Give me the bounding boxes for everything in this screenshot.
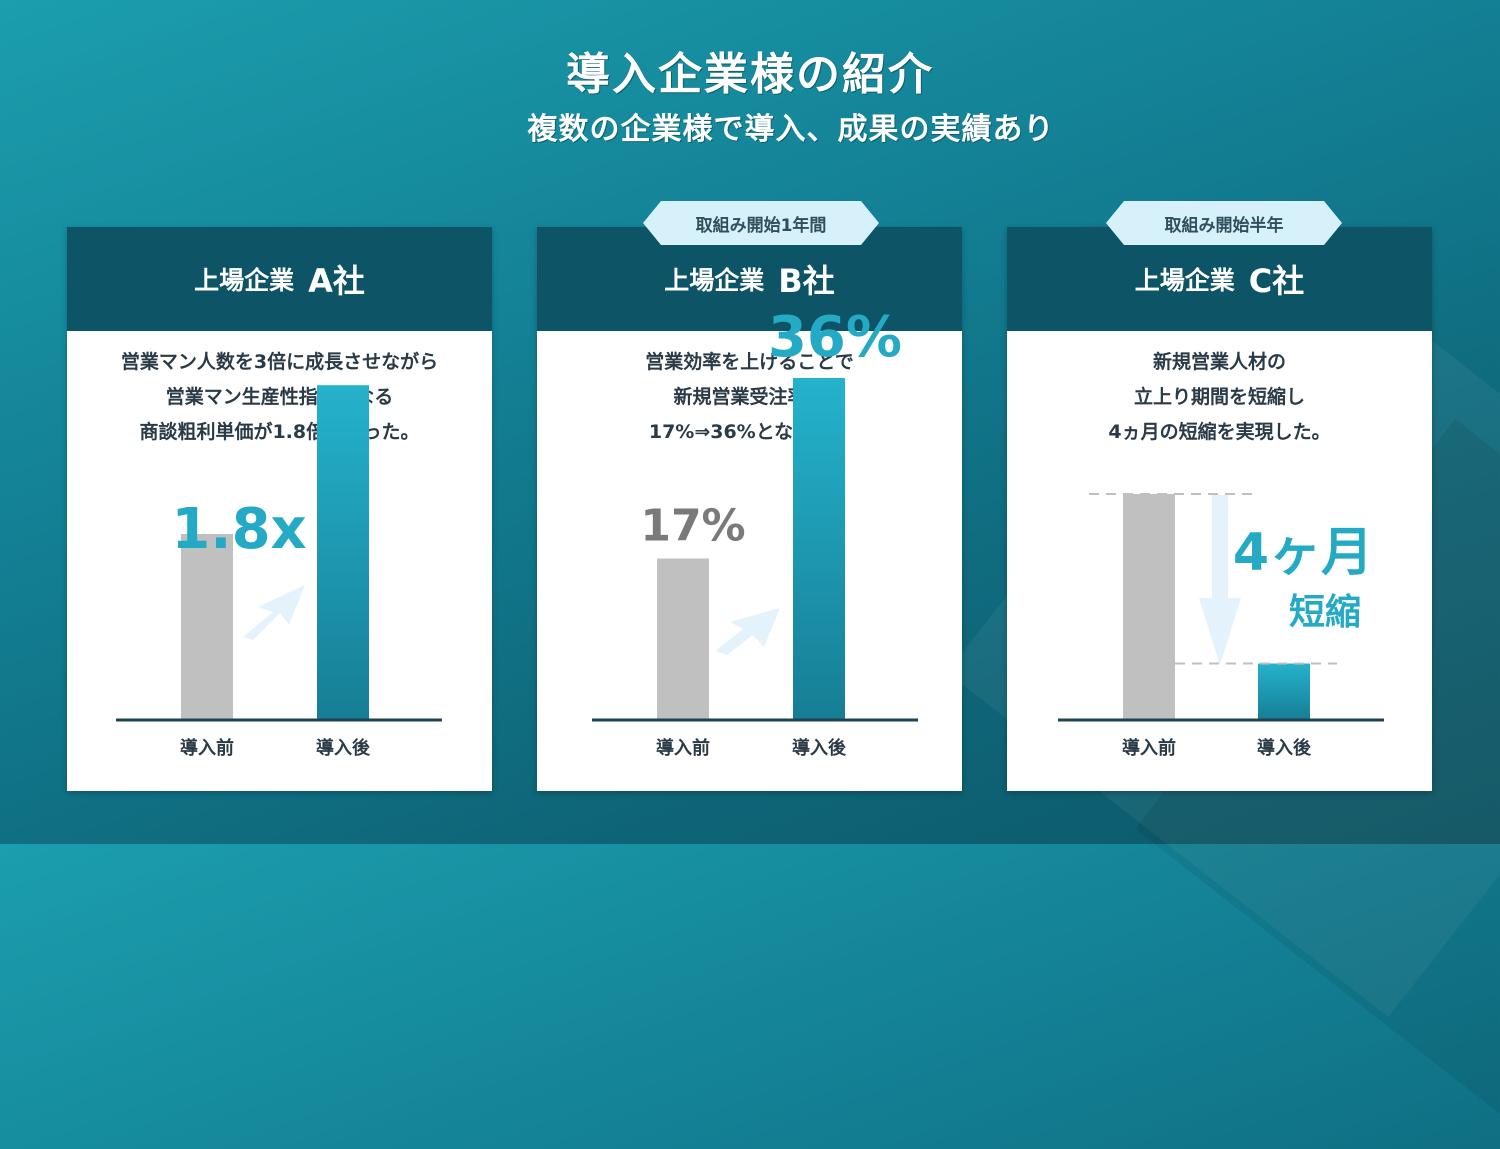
company-card-c: 上場企業 C社 新規営業人材の 立上り期間を短縮し 4ヵ月の短縮を実現した。 導… <box>1007 227 1432 791</box>
company-card-a: 上場企業 A社 営業マン人数を3倍に成長させながら 営業マン生産性指標となる 商… <box>67 227 492 791</box>
period-tag-b: 取組み開始1年間 <box>643 201 879 245</box>
company-name: C社 <box>1248 262 1305 300</box>
bar-before <box>181 534 233 720</box>
description-line: 営業効率を上げることで <box>645 351 854 373</box>
description-line: 新規営業受注率が <box>673 386 826 408</box>
company-type: 上場企業 <box>664 266 765 295</box>
category-label: 導入前 <box>1122 737 1176 759</box>
growth-arrow <box>243 585 305 640</box>
category-label: 導入後 <box>792 737 847 759</box>
before-value-label: 17% <box>640 501 745 552</box>
category-label: 導入前 <box>656 737 710 759</box>
down-arrow <box>1199 495 1241 665</box>
description-line: 新規営業人材の <box>1152 351 1286 373</box>
card-header: 上場企業 B社 <box>537 227 962 331</box>
card-header: 上場企業 A社 <box>67 227 492 331</box>
period-tag-c: 取組み開始半年 <box>1106 201 1342 245</box>
bar-before <box>1123 494 1175 720</box>
category-label: 導入後 <box>1257 737 1312 759</box>
bar-chart-a: 導入前 導入後 1.8x <box>116 385 442 759</box>
bar-after <box>1258 663 1310 720</box>
growth-arrow <box>715 608 780 655</box>
company-name: B社 <box>778 262 835 300</box>
description-line: 4ヵ月の短縮を実現した。 <box>1108 421 1331 443</box>
company-card-b: 上場企業 B社 営業効率を上げることで 新規営業受注率が 17%⇒36%となった… <box>537 227 962 791</box>
bar-chart-c: 導入前 導入後 4ヶ月 短縮 <box>1058 493 1384 759</box>
reduction-callout-sub: 短縮 <box>1289 592 1361 633</box>
bar-before <box>657 558 709 720</box>
category-label: 導入前 <box>180 737 234 759</box>
page-subtitle: 複数の企業様で導入、成果の実績あり <box>527 112 1055 147</box>
company-name: A社 <box>308 262 365 300</box>
bar-after <box>793 378 845 720</box>
company-type: 上場企業 <box>1134 266 1235 295</box>
after-value-label: 36% <box>768 305 902 370</box>
card-header: 上場企業 C社 <box>1007 227 1432 331</box>
company-type: 上場企業 <box>194 266 295 295</box>
bar-chart-b: 導入前 導入後 17% 36% <box>592 305 918 759</box>
reduction-callout: 4ヶ月 <box>1233 523 1373 583</box>
multiplier-callout: 1.8x <box>171 497 306 562</box>
description-line: 立上り期間を短縮し <box>1133 386 1305 408</box>
category-label: 導入後 <box>316 737 371 759</box>
card-description: 営業効率を上げることで 新規営業受注率が 17%⇒36%となった。 <box>537 345 962 450</box>
description-line: 営業マン人数を3倍に成長させながら <box>120 351 439 373</box>
bar-after <box>317 385 369 720</box>
card-description: 新規営業人材の 立上り期間を短縮し 4ヵ月の短縮を実現した。 <box>1007 345 1432 450</box>
page-title: 導入企業様の紹介 <box>566 49 934 100</box>
